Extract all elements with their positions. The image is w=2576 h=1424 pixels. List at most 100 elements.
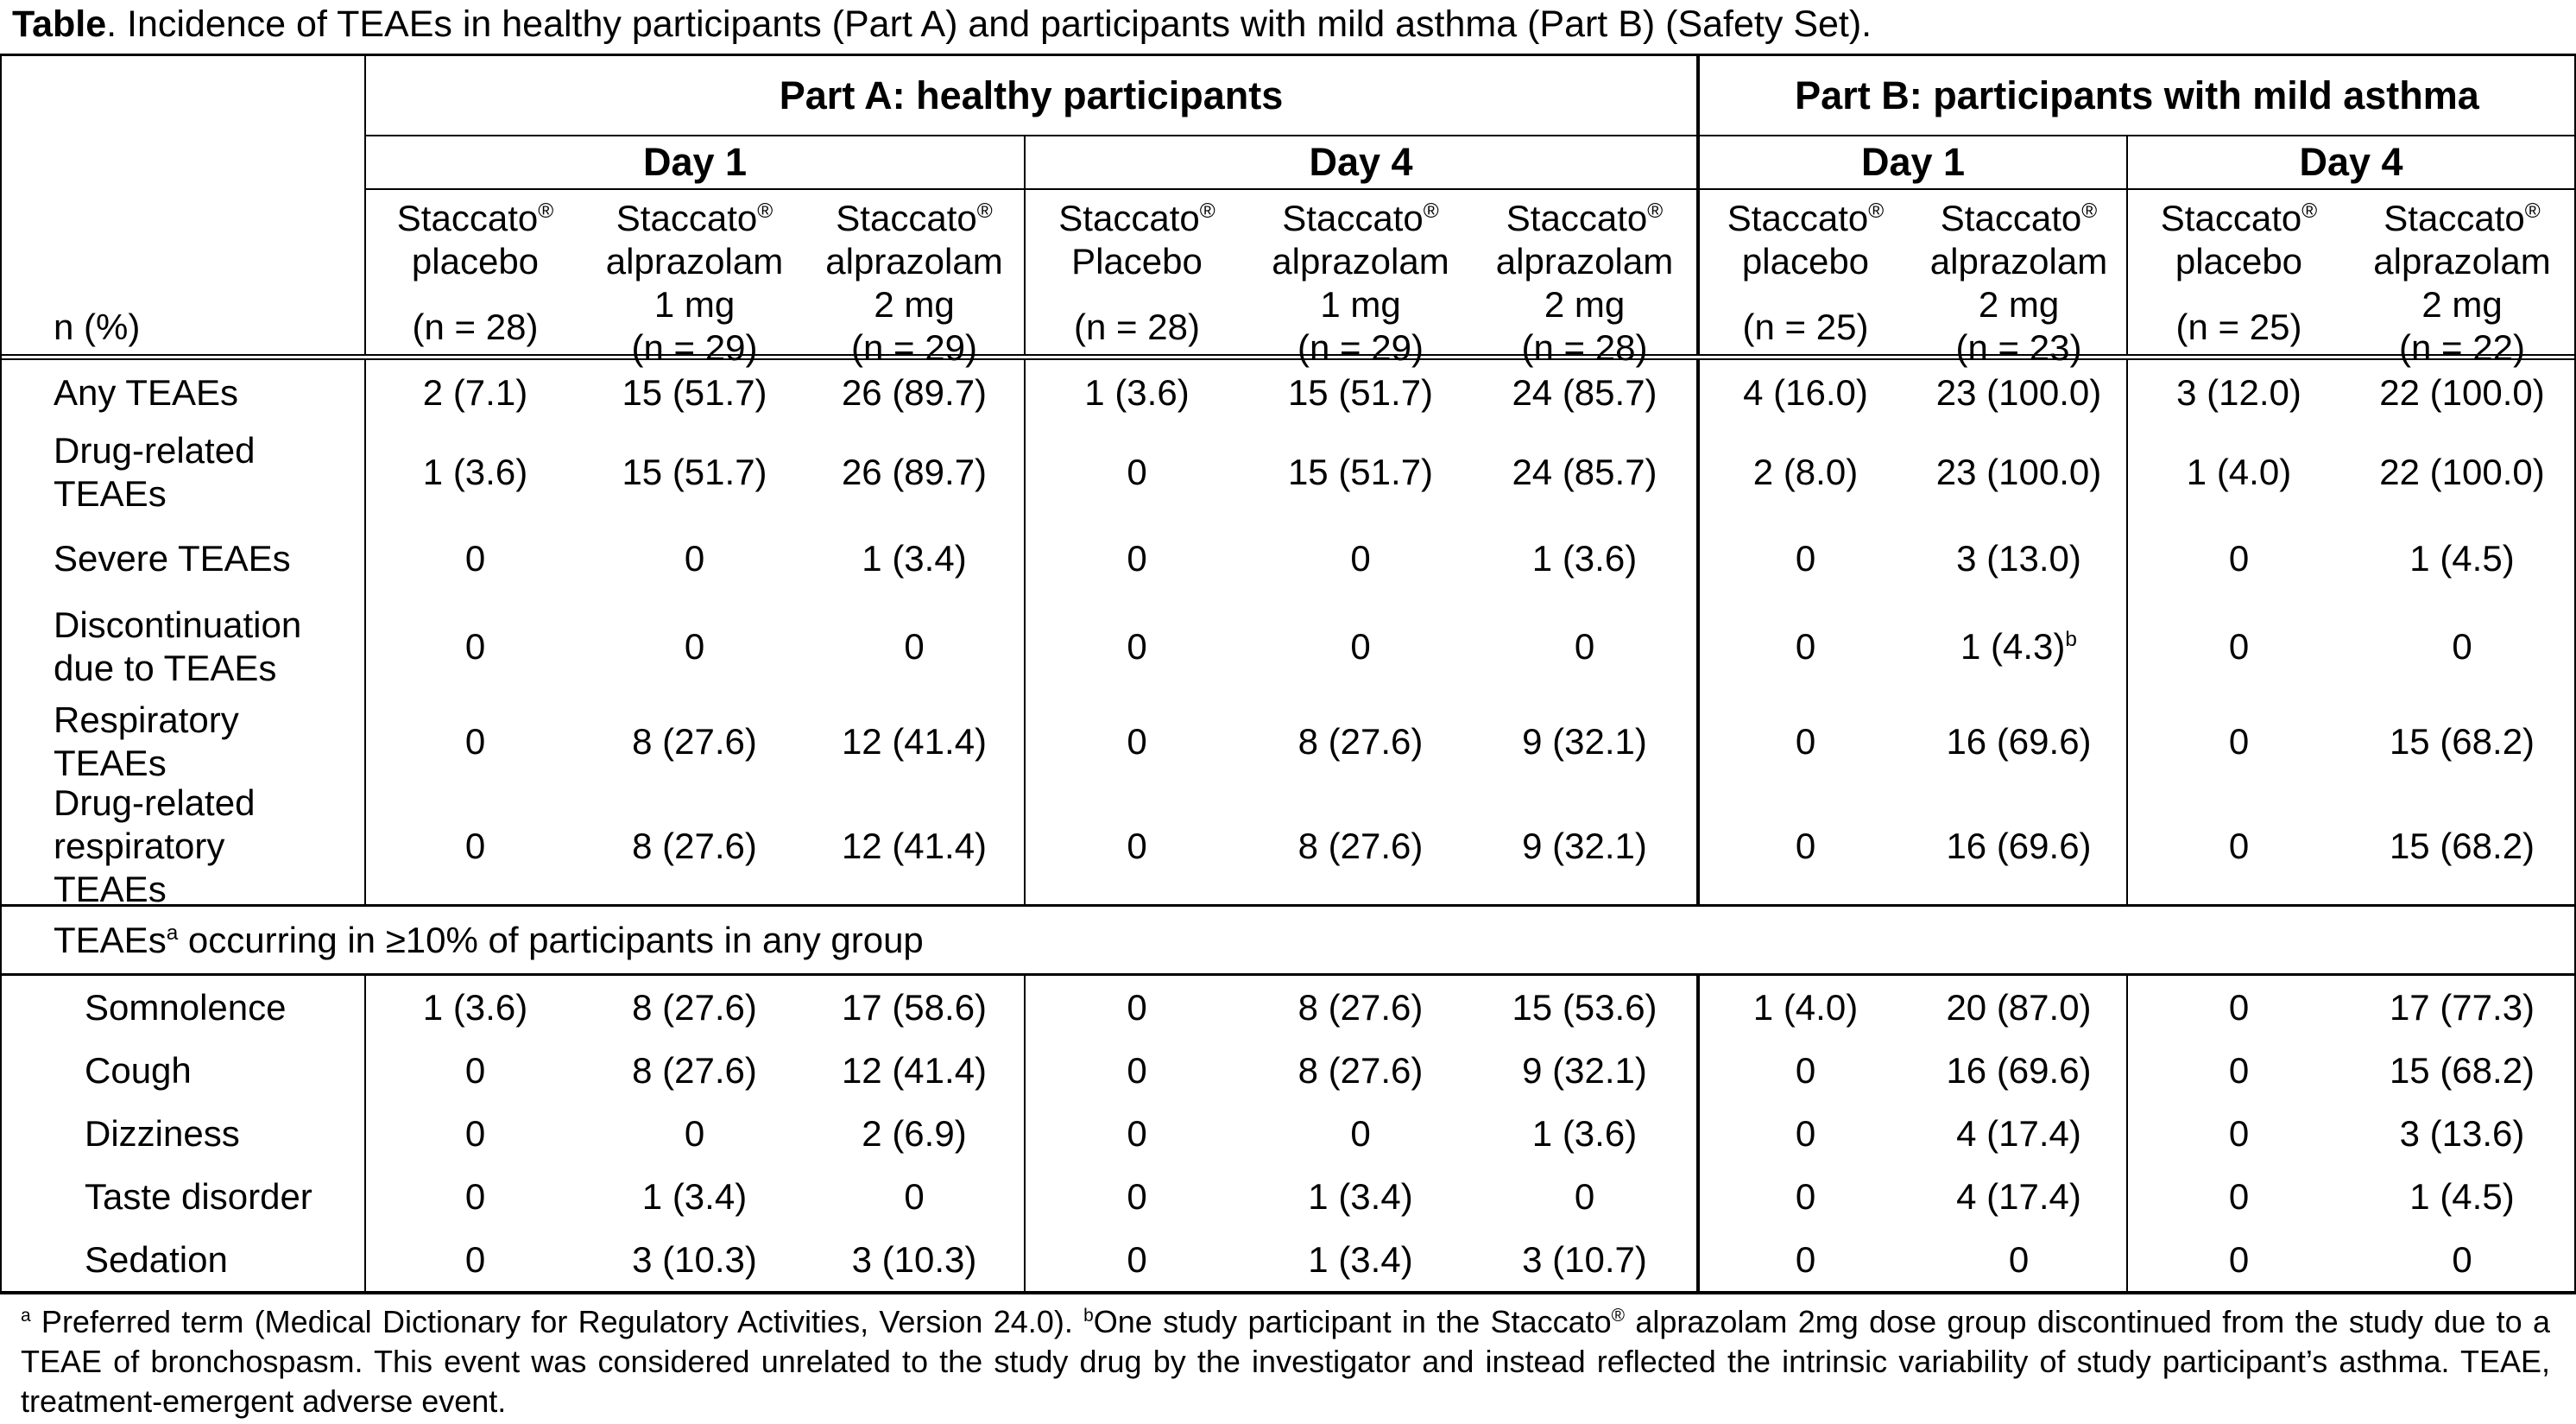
column-header-line: alprazolam xyxy=(825,241,1003,282)
row-label: Respiratory TEAEs xyxy=(54,699,239,783)
value-text: 23 (100.0) xyxy=(1935,452,2102,492)
value-text: 3 (13.0) xyxy=(1956,538,2081,579)
column-header-line: alprazolam xyxy=(605,241,784,282)
value-text: 0 xyxy=(684,1112,705,1154)
value-text: 1 (3.4) xyxy=(1308,1238,1413,1280)
value-cell: 3 (13.6) xyxy=(2350,1102,2574,1165)
value-text: 2 (7.1) xyxy=(422,372,528,413)
value-cell: 0 xyxy=(1024,519,1248,598)
value-text: 16 (69.6) xyxy=(1946,721,2092,762)
value-text: 3 (10.7) xyxy=(1522,1238,1647,1280)
value-cell: 1 (3.6) xyxy=(364,426,584,519)
table-row: Severe TEAEs 0 0 1 (3.4) 0 0 1 (3.6) 0 3 (13.0) 0… xyxy=(2,519,2574,598)
value-cell: 17 (77.3) xyxy=(2350,976,2574,1039)
row-label: Taste disorder xyxy=(85,1175,313,1217)
value-text: 0 xyxy=(2228,721,2250,762)
value-cell: 9 (32.1) xyxy=(1473,788,1696,904)
value-cell: 3 (12.0) xyxy=(2126,360,2350,426)
registered-mark: ® xyxy=(1199,199,1215,223)
value-text: 1 (4.5) xyxy=(2409,538,2515,579)
value-cell: 0 xyxy=(364,788,584,904)
table-row: Sedation 0 3 (10.3) 3 (10.3) 0 1 (3.4) 3 (10.7… xyxy=(2,1228,2574,1291)
value-cell: 8 (27.6) xyxy=(1248,788,1473,904)
value-text: 8 (27.6) xyxy=(632,826,757,866)
section-header-text: TEAEsa occurring in ≥10% of participants… xyxy=(54,919,924,960)
value-text: 9 (32.1) xyxy=(1522,721,1647,762)
value-cell: 1 (3.6) xyxy=(1473,519,1696,598)
value-cell: 23 (100.0) xyxy=(1911,360,2126,426)
column-header-name: Staccato® alprazolam 2 mg xyxy=(1496,197,1673,326)
table-row: Discontinuation due to TEAEs 0 0 0 0 0 0 0 1 (4.… xyxy=(2,598,2574,695)
column-header-line: placebo xyxy=(2175,241,2303,282)
value-text: 0 xyxy=(1127,452,1147,492)
registered-mark: ® xyxy=(538,199,554,223)
column-header-line: Staccato® xyxy=(1727,198,1885,238)
value-text: 0 xyxy=(904,1175,925,1217)
value-text: 0 xyxy=(2452,1238,2472,1280)
value-text: 0 xyxy=(1350,626,1371,667)
column-header-line: Staccato® xyxy=(1506,198,1664,238)
value-text: 8 (27.6) xyxy=(632,1049,757,1091)
table-row: Cough 0 8 (27.6) 12 (41.4) 0 8 (27.6) 9 (32.1)… xyxy=(2,1039,2574,1102)
column-header-line: alprazolam xyxy=(1272,241,1449,282)
day-header-cell: Day 4 xyxy=(1024,136,1696,190)
value-cell: 0 xyxy=(2126,788,2350,904)
value-cell: 0 xyxy=(584,598,805,695)
value-cell: 8 (27.6) xyxy=(1248,976,1473,1039)
value-text: 0 xyxy=(464,1049,486,1091)
value-cell: 0 xyxy=(1696,1228,1911,1291)
row-label: Severe TEAEs xyxy=(54,538,291,579)
column-header-cell: Staccato® alprazolam 2 mg (n = 22) xyxy=(2350,190,2574,368)
value-cell: 0 xyxy=(1248,519,1473,598)
value-text: 0 xyxy=(684,626,705,667)
column-header-line: Staccato® xyxy=(396,198,554,238)
value-cell: 9 (32.1) xyxy=(1473,695,1696,788)
value-cell: 1 (4.5) xyxy=(2350,1165,2574,1228)
value-cell: 1 (3.6) xyxy=(364,976,584,1039)
value-text: 0 xyxy=(1795,1175,1816,1217)
value-cell: 0 xyxy=(364,1039,584,1102)
value-text: 22 (100.0) xyxy=(2379,452,2545,492)
value-text: 24 (85.7) xyxy=(1512,372,1657,413)
value-text: 0 xyxy=(1795,1112,1816,1154)
value-cell: 4 (17.4) xyxy=(1911,1102,2126,1165)
table-row: Any TEAEs 2 (7.1) 15 (51.7) 26 (89.7) 1 (3.6… xyxy=(2,360,2574,426)
value-text: 0 xyxy=(1127,721,1147,762)
registered-mark: ® xyxy=(1647,199,1664,223)
value-text: 8 (27.6) xyxy=(632,721,757,762)
value-text: 9 (32.1) xyxy=(1522,1049,1647,1091)
table-row: Respiratory TEAEs 0 8 (27.6) 12 (41.4) 0 8 (2… xyxy=(2,695,2574,788)
value-text: 0 xyxy=(464,538,486,579)
value-cell: 0 xyxy=(1024,976,1248,1039)
value-text: 26 (89.7) xyxy=(841,372,988,413)
value-cell: 0 xyxy=(364,1102,584,1165)
value-cell: 0 xyxy=(364,519,584,598)
value-text: 0 xyxy=(1127,986,1147,1028)
table-row: Drug-related respiratory TEAEs 0 8 (27.6) 1… xyxy=(2,782,2574,909)
value-text: 1 (3.6) xyxy=(422,452,528,492)
teae-table: Part A: healthy participants Part B: part… xyxy=(0,54,2576,1294)
value-cell: 8 (27.6) xyxy=(584,976,805,1039)
value-cell: 24 (85.7) xyxy=(1473,426,1696,519)
value-text: 24 (85.7) xyxy=(1512,452,1657,492)
column-header-line: 1 mg xyxy=(1320,284,1401,325)
column-header-line: placebo xyxy=(411,241,540,282)
value-cell: 1 (3.6) xyxy=(1473,1102,1696,1165)
value-text: 16 (69.6) xyxy=(1946,826,2092,866)
column-header-cell: Staccato® placebo (n = 25) xyxy=(1696,190,1911,354)
value-text: 3 (10.3) xyxy=(851,1238,977,1280)
value-text: 1 (3.6) xyxy=(1084,372,1190,413)
value-cell: 0 xyxy=(1024,695,1248,788)
table-row: Dizziness 0 0 2 (6.9) 0 0 1 (3.6) 0 4 (17.4) 0 3 (… xyxy=(2,1102,2574,1165)
value-text: 15 (51.7) xyxy=(622,452,767,492)
value-text: 15 (51.7) xyxy=(1287,452,1434,492)
column-header-line: alprazolam xyxy=(2373,241,2551,282)
part-header-cell: Part A: healthy participants xyxy=(364,56,1696,136)
column-header-name: Staccato® alprazolam 1 mg xyxy=(1272,197,1449,326)
column-header-name: Staccato® placebo xyxy=(1727,197,1884,283)
value-cell: 15 (51.7) xyxy=(1248,360,1473,426)
value-cell: 0 xyxy=(1911,1228,2126,1291)
value-text: 0 xyxy=(1350,538,1371,579)
value-cell: 22 (100.0) xyxy=(2350,360,2574,426)
value-text: 0 xyxy=(684,538,705,579)
